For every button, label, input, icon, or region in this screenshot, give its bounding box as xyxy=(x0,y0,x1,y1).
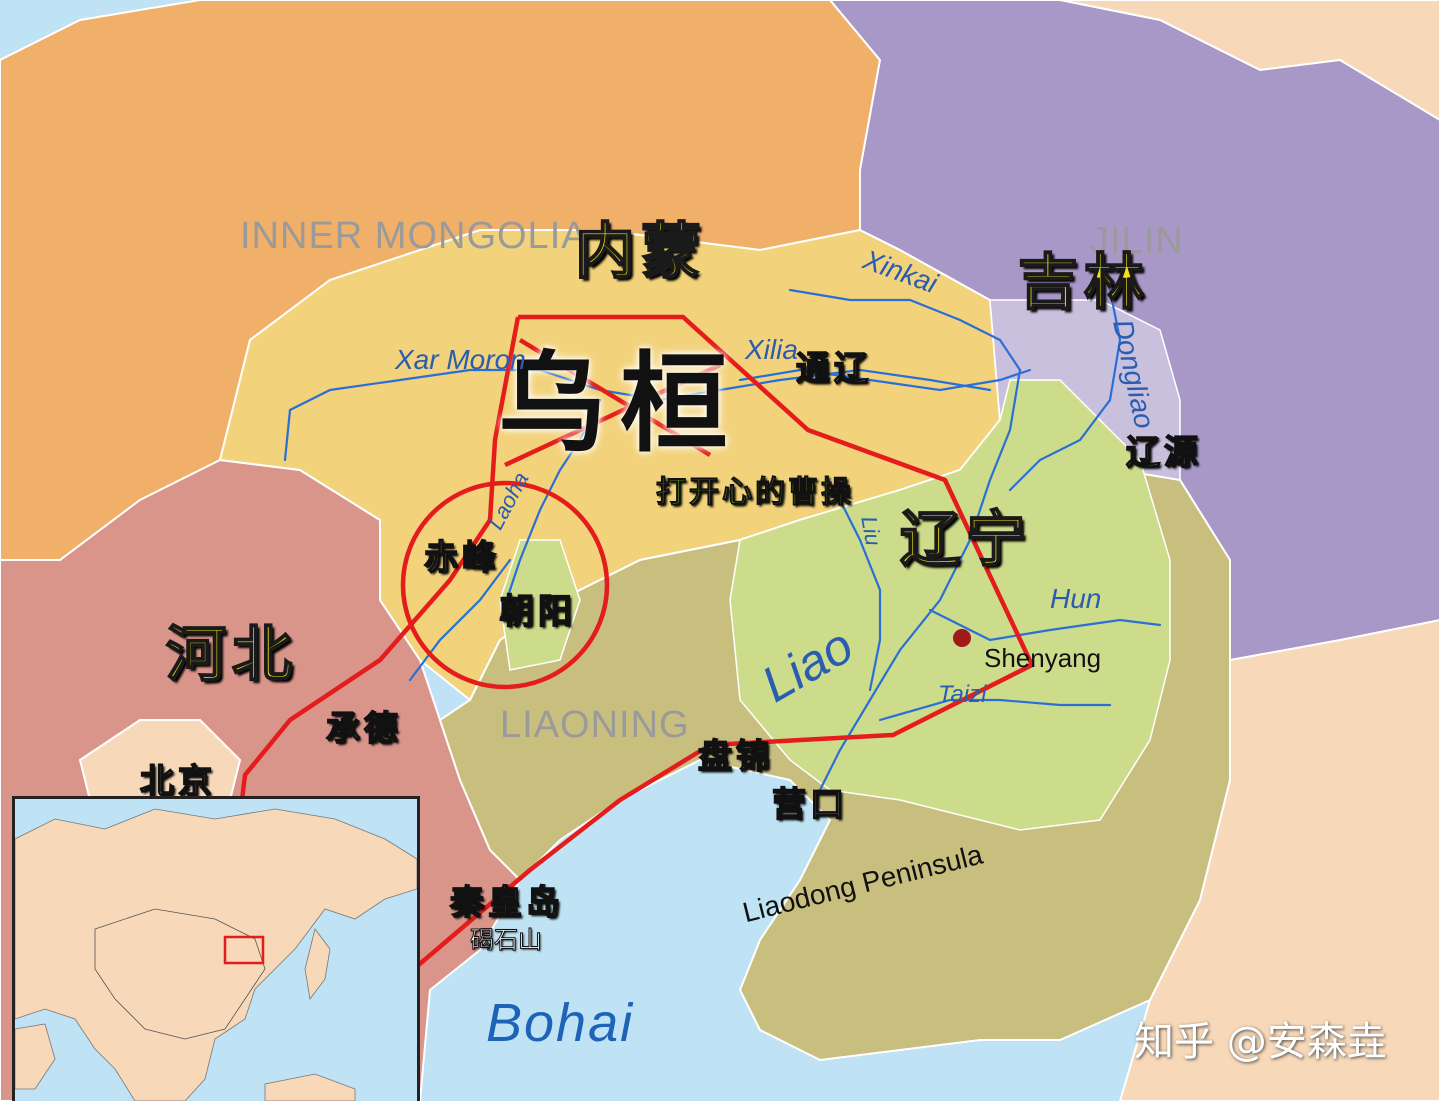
river-laoha-trib xyxy=(408,558,512,682)
inset-arabia xyxy=(15,1023,56,1090)
label-beijing: 北京 xyxy=(139,762,216,802)
label-cn-jilin: 吉林 xyxy=(1017,248,1150,318)
label-river-liu: Liu xyxy=(856,514,887,548)
label-jilin: JILIN xyxy=(1090,220,1184,262)
river-hun xyxy=(928,608,1162,642)
liao-basin xyxy=(729,379,1171,831)
label-river-taizi: Taizi xyxy=(938,681,987,708)
label-river-xar-moron: Xar Moron xyxy=(395,344,526,375)
chifeng-chaoyang-circle xyxy=(400,480,610,690)
label-cn-hebei: 河北 xyxy=(165,620,298,690)
label-chengde: 承德 xyxy=(325,709,402,749)
inset-japan xyxy=(304,928,331,1000)
label-bohai: Bohai xyxy=(486,993,635,1053)
river-dongliao xyxy=(1008,288,1122,492)
cross-stroke-1 xyxy=(518,338,712,457)
label-chaoyang: 朝阳 xyxy=(499,592,576,632)
label-shenyang: Shenyang xyxy=(984,643,1102,673)
label-cn-liaoning: 辽宁 xyxy=(899,505,1032,575)
beijing-to-outline xyxy=(239,316,521,801)
label-yingkou: 营口 xyxy=(771,785,848,825)
river-liu xyxy=(838,498,882,692)
watermark: 知乎 @安森垚 xyxy=(1134,1019,1387,1065)
label-jieshishan: 碣石山 xyxy=(470,926,543,954)
river-taizi xyxy=(878,698,1112,722)
chaoyang-basin xyxy=(499,539,581,671)
inset-canvas xyxy=(15,799,417,1101)
label-liaoning: LIAONING xyxy=(500,704,690,746)
inset-highlight-box xyxy=(223,935,265,965)
shenyang-marker xyxy=(953,629,971,647)
river-liao-main xyxy=(818,368,1022,792)
river-xilia xyxy=(738,368,1032,392)
label-wuhuan: 乌桓 xyxy=(498,341,743,467)
label-dakai: 打开心的曹操 xyxy=(656,475,854,510)
label-qinhuangdao: 秦皇岛 xyxy=(449,883,564,923)
wuhuan-outline xyxy=(413,314,1035,970)
inset-locator-map xyxy=(12,796,420,1101)
label-river-xilia: Xilia xyxy=(745,334,798,365)
inset-china-border xyxy=(94,908,266,1040)
label-panjin: 盘锦 xyxy=(697,737,774,777)
river-xinkai xyxy=(788,288,1022,372)
cross-stroke-2 xyxy=(504,362,721,468)
label-cn-inner-mongolia: 内蒙 xyxy=(574,217,707,287)
label-river-hun: Hun xyxy=(1050,583,1102,614)
label-chifeng: 赤峰 xyxy=(423,538,500,578)
label-inner-mongolia: INNER MONGOLIA xyxy=(240,215,588,257)
inset-australia-top xyxy=(264,1073,356,1101)
label-tongliao: 通辽 xyxy=(795,349,872,389)
inset-eurasia xyxy=(15,808,417,1101)
label-liaoyuan: 辽源 xyxy=(1125,433,1202,473)
river-laoha xyxy=(498,398,602,622)
